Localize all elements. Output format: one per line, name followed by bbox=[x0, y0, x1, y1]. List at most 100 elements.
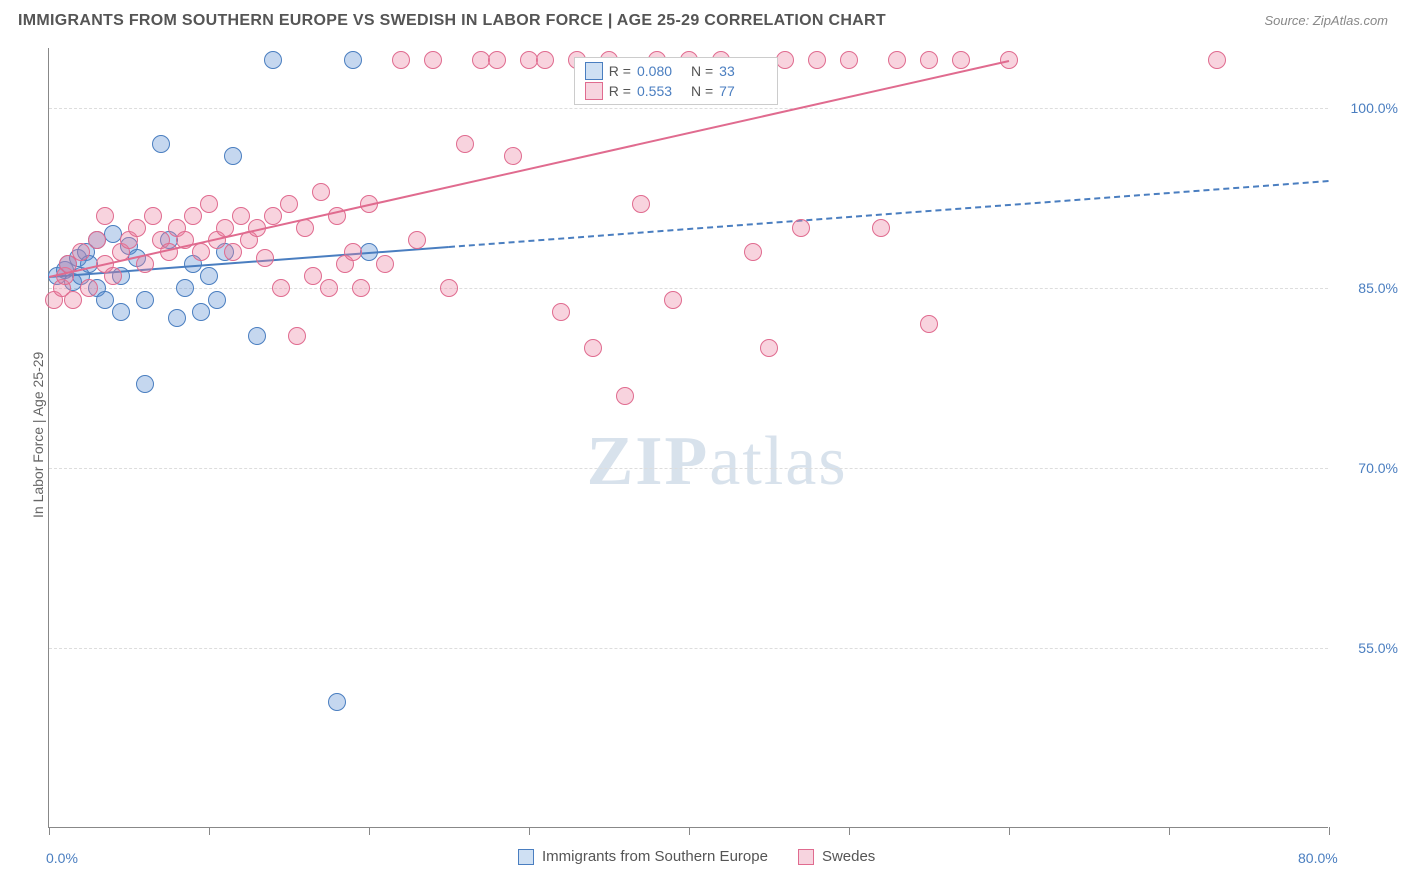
data-point bbox=[1000, 51, 1018, 69]
r-label: R = bbox=[609, 63, 631, 79]
y-tick-label: 70.0% bbox=[1338, 460, 1398, 476]
regression-line bbox=[49, 60, 1009, 278]
legend-label: Immigrants from Southern Europe bbox=[542, 848, 768, 865]
data-point bbox=[920, 51, 938, 69]
data-point bbox=[664, 291, 682, 309]
data-point bbox=[392, 51, 410, 69]
data-point bbox=[344, 243, 362, 261]
data-point bbox=[272, 279, 290, 297]
n-value: 33 bbox=[719, 63, 767, 79]
legend-swatch bbox=[585, 62, 603, 80]
r-value: 0.553 bbox=[637, 83, 685, 99]
y-axis-title: In Labor Force | Age 25-29 bbox=[30, 352, 46, 518]
data-point bbox=[504, 147, 522, 165]
data-point bbox=[552, 303, 570, 321]
data-point bbox=[256, 249, 274, 267]
x-tick bbox=[369, 827, 370, 835]
data-point bbox=[776, 51, 794, 69]
data-point bbox=[888, 51, 906, 69]
x-tick bbox=[849, 827, 850, 835]
data-point bbox=[352, 279, 370, 297]
data-point bbox=[208, 291, 226, 309]
data-point bbox=[192, 243, 210, 261]
data-point bbox=[96, 207, 114, 225]
data-point bbox=[104, 267, 122, 285]
data-point bbox=[872, 219, 890, 237]
y-tick-label: 85.0% bbox=[1338, 280, 1398, 296]
data-point bbox=[152, 135, 170, 153]
data-point bbox=[792, 219, 810, 237]
data-point bbox=[840, 51, 858, 69]
x-tick bbox=[1009, 827, 1010, 835]
x-tick bbox=[529, 827, 530, 835]
data-point bbox=[200, 195, 218, 213]
legend-label: Swedes bbox=[822, 848, 875, 865]
legend-item: Swedes bbox=[798, 848, 875, 865]
legend-bottom: Immigrants from Southern Europe Swedes bbox=[518, 848, 875, 865]
gridline bbox=[49, 648, 1328, 649]
y-tick-label: 55.0% bbox=[1338, 640, 1398, 656]
n-label: N = bbox=[691, 63, 713, 79]
x-tick bbox=[49, 827, 50, 835]
data-point bbox=[128, 219, 146, 237]
y-tick-label: 100.0% bbox=[1338, 100, 1398, 116]
legend-item: Immigrants from Southern Europe bbox=[518, 848, 768, 865]
x-axis-max-label: 80.0% bbox=[1298, 850, 1338, 866]
n-value: 77 bbox=[719, 83, 767, 99]
data-point bbox=[344, 51, 362, 69]
data-point bbox=[440, 279, 458, 297]
source-attribution: Source: ZipAtlas.com bbox=[1264, 13, 1388, 28]
n-label: N = bbox=[691, 83, 713, 99]
data-point bbox=[288, 327, 306, 345]
data-point bbox=[312, 183, 330, 201]
data-point bbox=[760, 339, 778, 357]
data-point bbox=[584, 339, 602, 357]
data-point bbox=[192, 303, 210, 321]
data-point bbox=[136, 375, 154, 393]
data-point bbox=[328, 693, 346, 711]
data-point bbox=[920, 315, 938, 333]
data-point bbox=[952, 51, 970, 69]
gridline bbox=[49, 288, 1328, 289]
gridline bbox=[49, 108, 1328, 109]
scatter-plot: ZIPatlas 55.0%70.0%85.0%100.0%R =0.080N … bbox=[48, 48, 1328, 828]
data-point bbox=[248, 327, 266, 345]
stats-legend-row: R = 0.553 N = 77 bbox=[575, 81, 777, 101]
r-label: R = bbox=[609, 83, 631, 99]
data-point bbox=[536, 51, 554, 69]
x-tick bbox=[1329, 827, 1330, 835]
data-point bbox=[184, 207, 202, 225]
data-point bbox=[96, 291, 114, 309]
data-point bbox=[224, 147, 242, 165]
data-point bbox=[616, 387, 634, 405]
data-point bbox=[808, 51, 826, 69]
data-point bbox=[168, 309, 186, 327]
stats-legend-row: R = 0.080 N = 33 bbox=[575, 61, 777, 81]
legend-swatch bbox=[518, 849, 534, 865]
data-point bbox=[488, 51, 506, 69]
data-point bbox=[424, 51, 442, 69]
data-point bbox=[144, 207, 162, 225]
data-point bbox=[264, 51, 282, 69]
data-point bbox=[376, 255, 394, 273]
data-point bbox=[200, 267, 218, 285]
data-point bbox=[136, 291, 154, 309]
legend-swatch bbox=[798, 849, 814, 865]
data-point bbox=[320, 279, 338, 297]
data-point bbox=[632, 195, 650, 213]
stats-legend: R = 0.080 N = 33 R = 0.553 N = 77 bbox=[574, 57, 778, 105]
legend-swatch bbox=[585, 82, 603, 100]
gridline bbox=[49, 468, 1328, 469]
watermark: ZIPatlas bbox=[587, 422, 848, 502]
title-bar: IMMIGRANTS FROM SOUTHERN EUROPE VS SWEDI… bbox=[18, 12, 1388, 30]
x-tick bbox=[209, 827, 210, 835]
data-point bbox=[280, 195, 298, 213]
data-point bbox=[408, 231, 426, 249]
data-point bbox=[304, 267, 322, 285]
regression-line bbox=[449, 180, 1329, 248]
watermark-light: atlas bbox=[709, 423, 847, 500]
data-point bbox=[1208, 51, 1226, 69]
x-tick bbox=[1169, 827, 1170, 835]
r-value: 0.080 bbox=[637, 63, 685, 79]
data-point bbox=[112, 303, 130, 321]
